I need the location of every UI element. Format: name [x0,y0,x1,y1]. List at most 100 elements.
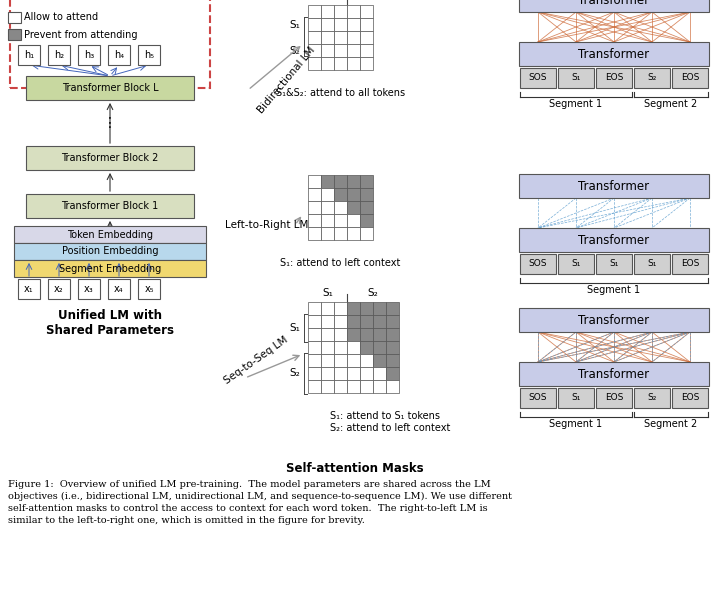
Bar [321,175,334,188]
Text: Transformer: Transformer [578,314,649,327]
Bar [334,214,347,227]
Bar [78,45,100,65]
Text: h₃: h₃ [84,50,94,60]
Bar [373,328,386,341]
Bar [347,380,360,393]
Bar [26,76,194,100]
Bar [347,302,360,315]
Bar [48,45,70,65]
Bar [321,18,334,31]
Bar [26,146,194,170]
Text: Figure 1:  Overview of unified LM pre-training.  The model parameters are shared: Figure 1: Overview of unified LM pre-tra… [8,480,512,525]
Text: Position Embedding: Position Embedding [62,247,158,257]
Text: S₂: attend to left context: S₂: attend to left context [330,423,451,433]
Bar [334,354,347,367]
Bar [360,380,373,393]
Bar [373,354,386,367]
Bar [360,31,373,44]
Bar [321,302,334,315]
Bar [78,279,100,299]
Bar [373,341,386,354]
Bar [321,380,334,393]
Text: Segment 1: Segment 1 [549,419,603,429]
Bar [519,228,709,252]
Bar [321,315,334,328]
Bar [334,175,347,188]
Bar [347,367,360,380]
Text: Bidirectional LM: Bidirectional LM [256,45,318,115]
Bar [347,354,360,367]
Bar [360,214,373,227]
Bar [334,188,347,201]
Bar [672,388,708,408]
Text: Transformer: Transformer [578,179,649,192]
Bar [308,354,321,367]
Bar [347,341,360,354]
Text: S₁: S₁ [571,393,581,403]
Bar [373,380,386,393]
Text: Transformer Block L: Transformer Block L [62,83,158,93]
Bar [321,227,334,240]
Text: EOS: EOS [605,74,624,83]
Text: Transformer: Transformer [578,0,649,7]
Bar [634,254,670,274]
Bar [138,279,160,299]
Bar [334,367,347,380]
Bar [14,226,206,243]
Bar [321,341,334,354]
Text: S₁: S₁ [322,288,333,298]
Bar [321,367,334,380]
Bar [596,388,632,408]
Bar [108,45,130,65]
Bar [308,341,321,354]
Bar [672,68,708,88]
Text: EOS: EOS [681,393,699,403]
Text: S₁: S₁ [289,20,300,30]
Bar [347,188,360,201]
Bar [334,18,347,31]
Bar [138,45,160,65]
Bar [347,5,360,18]
Bar [308,18,321,31]
Bar [386,380,399,393]
Bar [308,188,321,201]
Bar [14,260,206,277]
Text: EOS: EOS [605,393,624,403]
Bar [321,201,334,214]
Bar [334,227,347,240]
Text: Transformer: Transformer [578,233,649,247]
Bar [386,341,399,354]
Bar [308,227,321,240]
Bar [360,44,373,57]
Text: Transformer: Transformer [578,48,649,61]
Bar [672,254,708,274]
Text: Segment 1: Segment 1 [549,99,603,109]
Text: SOS: SOS [528,260,547,268]
Bar [360,367,373,380]
Bar [334,44,347,57]
Bar [386,328,399,341]
Bar [386,302,399,315]
Bar [334,57,347,70]
Bar [634,388,670,408]
Text: h₁: h₁ [24,50,34,60]
Bar [360,354,373,367]
Text: Left-to-Right LM: Left-to-Right LM [225,220,308,230]
Text: S₁: S₁ [647,260,657,268]
Text: EOS: EOS [681,74,699,83]
Bar [347,214,360,227]
Bar [519,42,709,66]
Text: x₃: x₃ [84,284,94,294]
Bar [321,188,334,201]
Bar [596,254,632,274]
Text: SOS: SOS [528,393,547,403]
Text: Prevent from attending: Prevent from attending [24,30,138,39]
Bar [334,328,347,341]
Bar [26,194,194,218]
Bar [347,31,360,44]
Bar [321,328,334,341]
Text: h₂: h₂ [54,50,64,60]
Bar [373,367,386,380]
Bar [8,29,21,40]
Bar [519,0,709,12]
